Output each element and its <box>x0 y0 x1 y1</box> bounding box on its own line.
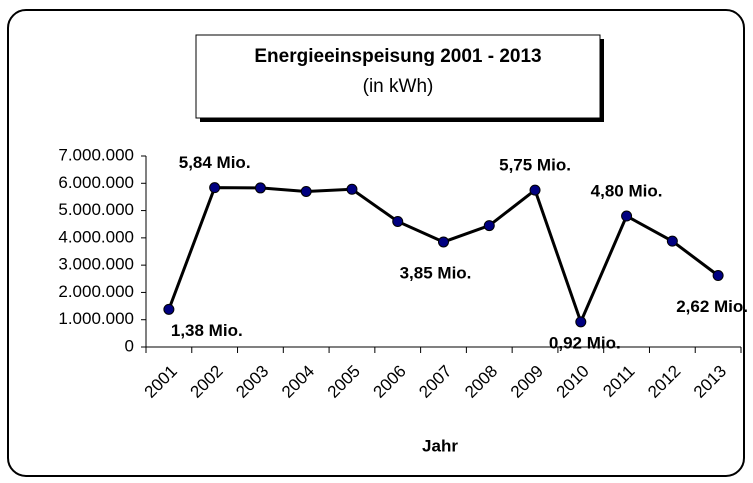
data-point <box>712 270 724 282</box>
data-point <box>666 235 678 247</box>
data-point <box>254 182 266 194</box>
data-label: 5,84 Mio. <box>179 153 251 172</box>
y-tick-label: 3.000.000 <box>58 255 134 274</box>
chart-title: Energieeinspeisung 2001 - 2013 <box>254 46 541 67</box>
y-tick-label: 6.000.000 <box>58 173 134 192</box>
y-tick-label: 1.000.000 <box>58 309 134 328</box>
data-point <box>392 215 404 227</box>
data-point <box>209 182 221 194</box>
chart-frame <box>7 9 745 477</box>
data-point <box>529 184 541 196</box>
data-point <box>575 316 587 328</box>
title-box <box>195 34 601 119</box>
data-point <box>346 183 358 195</box>
y-tick-label: 5.000.000 <box>58 200 134 219</box>
data-point <box>621 210 633 222</box>
data-point <box>300 185 312 197</box>
data-point <box>163 303 175 315</box>
data-point <box>483 220 495 232</box>
y-tick-label: 7.000.000 <box>58 145 134 164</box>
data-label: 1,38 Mio. <box>171 321 243 340</box>
data-label: 0,92 Mio. <box>549 333 621 352</box>
x-axis-title: Jahr <box>422 436 458 455</box>
data-point <box>438 236 449 248</box>
data-label: 4,80 Mio. <box>591 182 663 201</box>
data-label: 2,62 Mio. <box>676 297 748 316</box>
y-tick-label: 4.000.000 <box>58 227 134 246</box>
y-tick-label: 2.000.000 <box>58 282 134 301</box>
data-label: 5,75 Mio. <box>499 156 571 175</box>
data-label: 3,85 Mio. <box>400 263 472 282</box>
chart-subtitle: (in kWh) <box>363 76 434 97</box>
y-tick-label: 0 <box>125 336 134 355</box>
